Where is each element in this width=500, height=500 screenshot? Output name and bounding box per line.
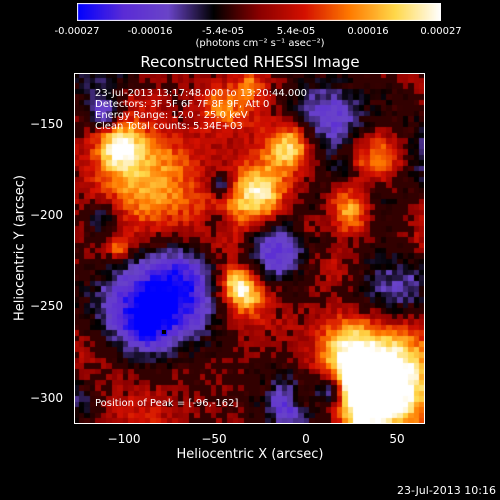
y-axis-label: Heliocentric Y (arcsec) <box>12 175 28 321</box>
image-pixels <box>74 73 425 424</box>
x-tick-label: 50 <box>389 432 405 446</box>
info-peak-position: Position of Peak = [-96,-162] <box>95 398 239 409</box>
colorbar-tick: -0.00027 <box>54 26 100 37</box>
colorbar-unit: (photons cm⁻² s⁻¹ asec⁻²) <box>195 38 325 49</box>
colorbar-gradient <box>77 3 441 21</box>
colorbar <box>77 3 441 21</box>
info-method: Clean Total counts: 5.34E+03 <box>95 121 243 132</box>
y-tick-label: −250 <box>30 299 63 313</box>
info-time-range: 23-Jul-2013 13:17:48.000 to 13:20:44.000 <box>95 88 307 99</box>
peak-marker <box>162 330 166 334</box>
colorbar-tick: -0.00016 <box>127 26 173 37</box>
info-detectors: Detectors: 3F 5F 6F 7F 8F 9F, Att 0 <box>95 99 270 110</box>
x-tick-label: −100 <box>107 432 141 446</box>
x-axis-label: Heliocentric X (arcsec) <box>176 447 324 462</box>
info-energy: Energy Range: 12.0 - 25.0 keV <box>95 110 248 121</box>
colorbar-tick: 0.00016 <box>347 26 389 37</box>
colorbar-tick: -5.4e-05 <box>202 26 244 37</box>
y-tick-label: −150 <box>30 117 63 131</box>
y-tick-label: −200 <box>30 208 63 222</box>
x-tick-label: −50 <box>201 432 227 446</box>
rhessi-image <box>74 73 425 424</box>
y-tick-label: −300 <box>30 391 63 405</box>
colorbar-tick: 0.00027 <box>420 26 462 37</box>
x-tick-label: 0 <box>302 432 310 446</box>
colorbar-tick: 5.4e-05 <box>276 26 316 37</box>
image-title: Reconstructed RHESSI Image <box>140 53 360 71</box>
plot-timestamp: 23-Jul-2013 10:16 <box>396 484 496 497</box>
